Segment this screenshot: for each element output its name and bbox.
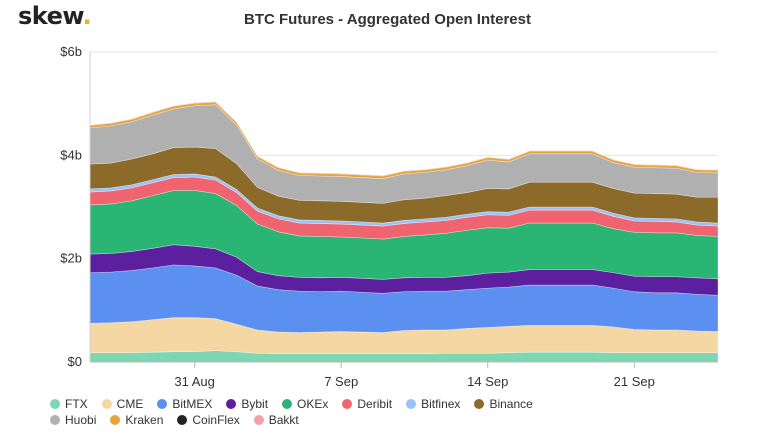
x-tick-label: 31 Aug	[174, 374, 215, 389]
legend-swatch	[253, 415, 264, 425]
y-tick-label: $4b	[60, 147, 82, 162]
legend-label: CoinFlex	[192, 413, 240, 427]
legend-item-huobi[interactable]: Huobi	[50, 413, 96, 427]
legend-label: BitMEX	[172, 397, 213, 411]
legend-swatch	[474, 399, 485, 409]
legend-item-coinflex[interactable]: CoinFlex	[177, 413, 240, 427]
legend-label: Binance	[489, 397, 533, 411]
x-tick-label: 21 Sep	[614, 374, 655, 389]
legend-swatch	[50, 399, 60, 409]
legend-label: Deribit	[357, 397, 393, 411]
legend-item-bybit[interactable]: Bybit	[226, 397, 268, 411]
legend-swatch	[50, 415, 60, 425]
legend-swatch	[226, 399, 237, 409]
chart-legend: FTX CME BitMEX Bybit OKEx Deribit Bitfinex Bina…	[50, 396, 770, 428]
y-tick-label: $2b	[60, 251, 82, 266]
legend-row: FTX CME BitMEX Bybit OKEx Deribit Bitfinex Bina…	[50, 396, 770, 412]
legend-item-bakkt[interactable]: Bakkt	[253, 413, 299, 427]
x-tick-label: 14 Sep	[467, 374, 508, 389]
y-tick-label: $6b	[60, 44, 82, 59]
legend-swatch	[342, 399, 353, 409]
y-tick-label: $0	[68, 354, 82, 369]
legend-item-binance[interactable]: Binance	[474, 397, 533, 411]
legend-item-bitmex[interactable]: BitMEX	[157, 397, 212, 411]
legend-item-deribit[interactable]: Deribit	[342, 397, 392, 411]
skew-logo: skew.	[18, 2, 92, 30]
x-tick-label: 7 Sep	[324, 374, 358, 389]
legend-row: Huobi Kraken CoinFlex Bakkt	[50, 412, 770, 428]
legend-swatch	[101, 399, 112, 409]
legend-label: Huobi	[65, 413, 97, 427]
legend-swatch	[282, 399, 293, 409]
axes: $0 $2b $4b $6b 31 Aug 7 Sep 14 Sep 21 Sep	[60, 44, 718, 389]
legend-item-bitfinex[interactable]: Bitfinex	[406, 397, 460, 411]
legend-label: Bybit	[241, 397, 269, 411]
legend-swatch	[406, 399, 417, 409]
logo-text: skew	[18, 2, 83, 30]
legend-label: FTX	[65, 397, 88, 411]
chart-title: BTC Futures - Aggregated Open Interest	[244, 11, 531, 28]
legend-item-ftx[interactable]: FTX	[50, 397, 88, 411]
legend-swatch	[157, 399, 168, 409]
legend-item-okex[interactable]: OKEx	[282, 397, 328, 411]
legend-label: OKEx	[297, 397, 329, 411]
logo-dot: .	[82, 2, 92, 30]
legend-item-cme[interactable]: CME	[101, 397, 144, 411]
legend-label: CME	[116, 397, 144, 411]
legend-swatch	[177, 415, 188, 425]
stacked-areas	[89, 101, 719, 363]
legend-label: Kraken	[125, 413, 164, 427]
legend-label: Bitfinex	[421, 397, 461, 411]
legend-swatch	[110, 415, 121, 425]
legend-item-kraken[interactable]: Kraken	[110, 413, 163, 427]
area-series-bakkt	[89, 101, 719, 177]
legend-label: Bakkt	[268, 413, 299, 427]
